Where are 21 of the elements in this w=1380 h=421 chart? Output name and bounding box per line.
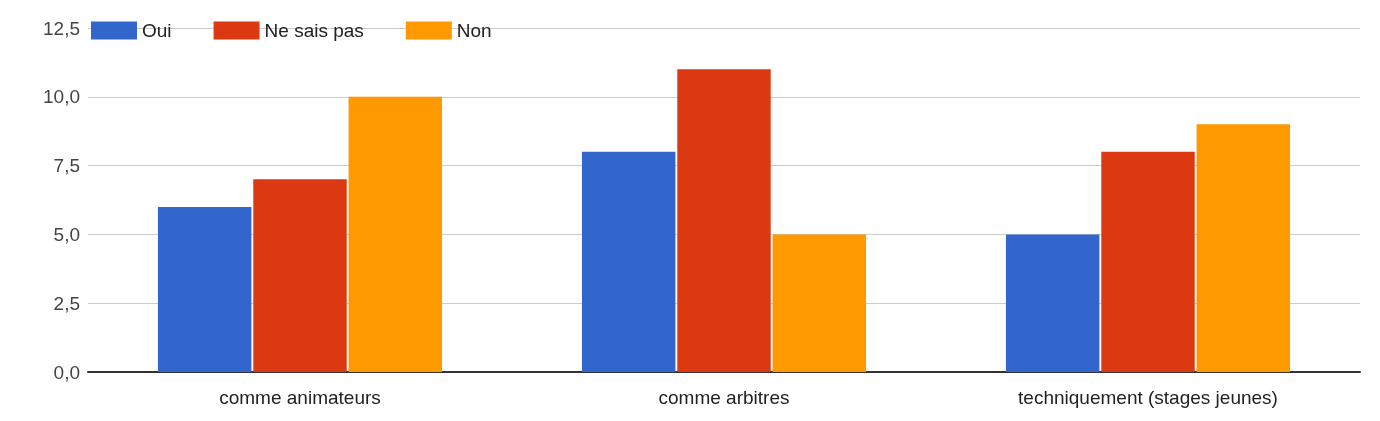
bar (1005, 234, 1100, 372)
y-tick-label: 12,5 (43, 17, 80, 39)
y-tick-label: 10,0 (43, 86, 80, 108)
bar (581, 151, 676, 372)
legend-label: Oui (142, 20, 172, 41)
bar (348, 96, 443, 372)
x-tick-label: comme arbitres (658, 387, 790, 408)
y-tick-label: 0,0 (53, 361, 80, 383)
bar (677, 69, 771, 372)
legend-label: Ne sais pas (264, 20, 364, 41)
x-tick-label: comme animateurs (219, 387, 381, 408)
y-tick-label: 2,5 (53, 292, 80, 314)
bar (1101, 151, 1195, 372)
y-tick-label: 5,0 (53, 223, 80, 245)
bar (157, 206, 252, 372)
bar (1196, 124, 1291, 372)
bar (772, 234, 867, 372)
x-tick-label: techniquement (stages jeunes) (1018, 387, 1278, 408)
legend-label: Non (456, 20, 492, 41)
y-tick-label: 7,5 (53, 155, 80, 177)
bar (253, 179, 347, 372)
